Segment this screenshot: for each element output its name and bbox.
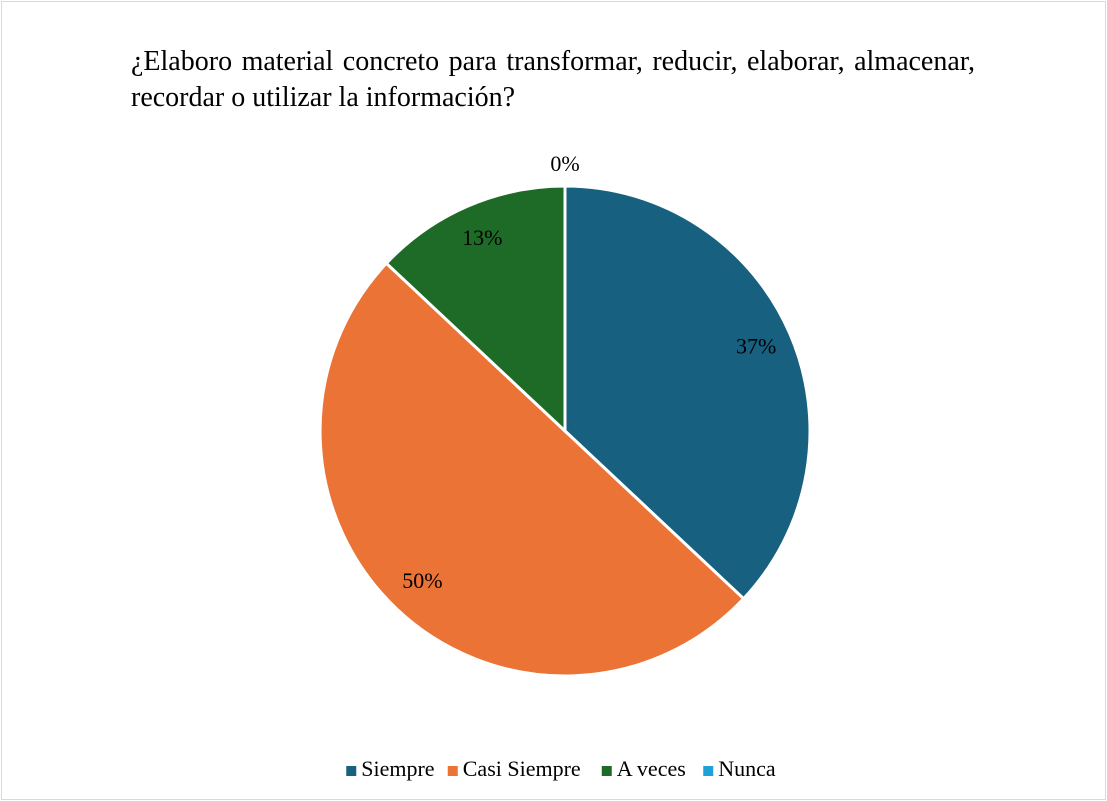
legend-label: Siempre [361,756,434,781]
legend-swatch [601,766,612,776]
legend-swatch [346,766,357,776]
data-label: 37% [736,333,776,358]
data-label: 0% [550,151,579,176]
legend-label: Nunca [718,756,776,781]
legend-label: A veces [617,756,686,781]
legend-label: Casi Siempre [463,756,581,781]
legend-swatch [703,766,714,776]
pie-slice [563,184,812,601]
data-label: 13% [462,225,502,250]
legend-swatch [447,766,458,776]
pie-slice [384,184,567,435]
pie-slice [318,261,746,678]
data-label: 50% [402,568,442,593]
chart-title: ¿Elaboro material concreto para transfor… [131,46,975,113]
